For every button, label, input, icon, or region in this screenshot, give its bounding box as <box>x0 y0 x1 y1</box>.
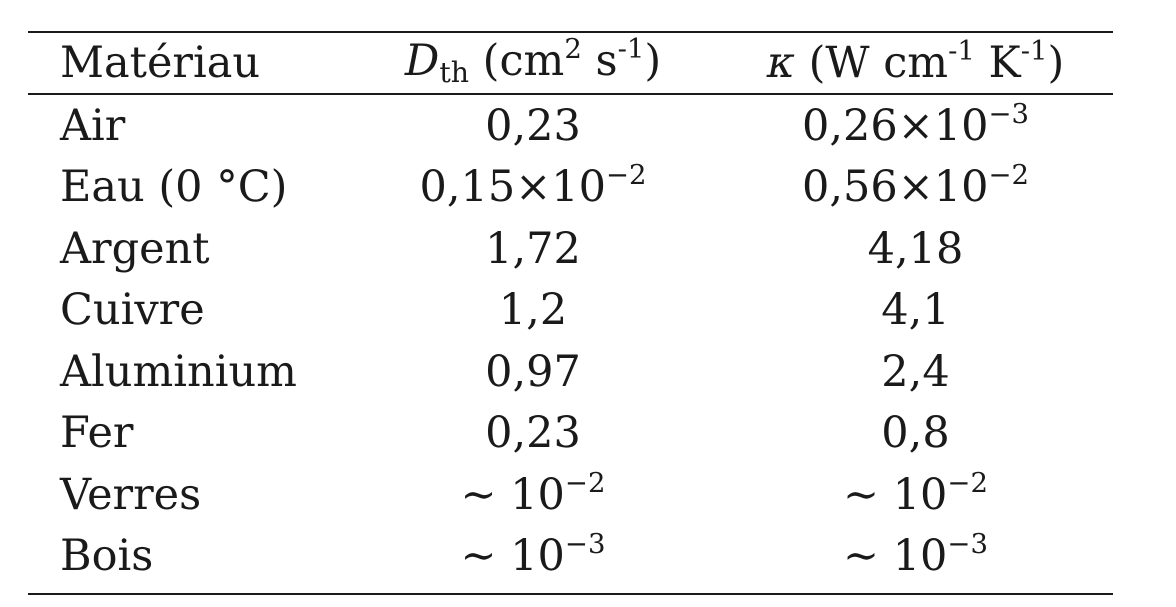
table-row: Eau (0 °C) 0,15×10−2 0,56×10−2 <box>28 157 1113 219</box>
kappa-exponent: −2 <box>947 466 988 499</box>
kappa-cell: ∼ 10−3 <box>718 526 1113 588</box>
kappa-cell: 0,26×10−3 <box>718 95 1113 157</box>
dth-cell: 0,97 <box>348 341 718 403</box>
table-row: Fer 0,23 0,8 <box>28 403 1113 465</box>
header-thermal-conductivity: κ (W cm-1 K-1) <box>718 33 1113 93</box>
kappa-value: 0,26×10 <box>801 100 989 151</box>
kappa-unit-mid: K <box>974 38 1021 88</box>
material-cell: Air <box>60 100 126 151</box>
kappa-cell: 4,1 <box>718 280 1113 342</box>
kappa-cell: 4,18 <box>718 218 1113 280</box>
material-cell: Bois <box>60 531 154 582</box>
dth-value: 0,97 <box>485 346 581 397</box>
kappa-value: 2,4 <box>881 346 950 397</box>
kappa-cell: 0,8 <box>718 403 1113 465</box>
kappa-exponent: −3 <box>988 97 1030 130</box>
material-cell: Eau (0 °C) <box>60 162 288 213</box>
table-row: Cuivre 1,2 4,1 <box>28 280 1113 342</box>
material-cell: Verres <box>60 469 202 520</box>
dth-value: 0,15×10 <box>419 162 606 213</box>
material-cell: Fer <box>60 408 134 459</box>
dth-exponent: −2 <box>605 159 647 192</box>
material-cell: Argent <box>60 223 210 274</box>
material-cell: Aluminium <box>60 346 297 397</box>
dth-cell: 0,15×10−2 <box>348 157 718 219</box>
dth-cell: ∼ 10−3 <box>348 526 718 588</box>
dth-value: 1,2 <box>498 285 568 336</box>
dth-unit-exp1: 2 <box>564 33 582 66</box>
table-row: Verres ∼ 10−2 ∼ 10−2 <box>28 464 1113 526</box>
header-row: Matériau Dth (cm2 s-1) κ (W cm-1 K-1) <box>28 33 1113 93</box>
material-cell: Cuivre <box>60 285 205 336</box>
header-thermal-diffusivity: Dth (cm2 s-1) <box>348 33 718 93</box>
table-row: Air 0,23 0,26×10−3 <box>28 95 1113 157</box>
dth-unit-exp2: -1 <box>617 33 645 66</box>
kappa-unit-open: (W cm <box>808 38 949 88</box>
kappa-value: 4,18 <box>867 223 964 274</box>
kappa-unit-exp1: -1 <box>948 34 975 67</box>
kappa-cell: 0,56×10−2 <box>718 157 1113 219</box>
kappa-unit-exp2: -1 <box>1020 34 1048 67</box>
materials-table: Matériau Dth (cm2 s-1) κ (W cm-1 K-1) Ai… <box>28 31 1113 595</box>
kappa-exponent: −3 <box>947 528 988 561</box>
dth-value: 0,23 <box>485 408 581 459</box>
kappa-value: ∼ 10 <box>843 469 948 520</box>
dth-cell: 1,72 <box>348 218 718 280</box>
top-rule <box>28 31 1113 33</box>
kappa-exponent: −2 <box>988 159 1030 192</box>
dth-unit-close: ) <box>644 36 662 87</box>
table-row: Bois ∼ 10−3 ∼ 10−3 <box>28 526 1113 588</box>
dth-value: 0,23 <box>485 100 581 151</box>
kappa-value: ∼ 10 <box>843 531 948 582</box>
dth-unit-mid: s <box>581 36 618 87</box>
kappa-value: 0,8 <box>881 408 950 459</box>
dth-cell: 0,23 <box>348 403 718 465</box>
table-header: Matériau Dth (cm2 s-1) κ (W cm-1 K-1) <box>28 33 1113 93</box>
dth-value: ∼ 10 <box>460 531 565 582</box>
header-material: Matériau <box>60 38 261 88</box>
table-row: Aluminium 0,97 2,4 <box>28 341 1113 403</box>
dth-exponent: −2 <box>564 466 606 499</box>
kappa-value: 0,56×10 <box>801 162 989 213</box>
kappa-cell: 2,4 <box>718 341 1113 403</box>
dth-cell: ∼ 10−2 <box>348 464 718 526</box>
dth-symbol: D <box>404 36 440 87</box>
table-body: Air 0,23 0,26×10−3 Eau (0 °C) 0,15×10−2 … <box>28 93 1113 587</box>
dth-cell: 1,2 <box>348 280 718 342</box>
kappa-value: 4,1 <box>881 285 950 336</box>
bottom-rule <box>28 593 1113 595</box>
kappa-symbol: κ <box>766 38 795 88</box>
thermal-properties-table: Matériau Dth (cm2 s-1) κ (W cm-1 K-1) Ai… <box>28 33 1113 587</box>
dth-subscript: th <box>439 56 469 90</box>
dth-unit-open: (cm <box>482 36 565 87</box>
dth-value: 1,72 <box>485 223 581 274</box>
table-row: Argent 1,72 4,18 <box>28 218 1113 280</box>
dth-value: ∼ 10 <box>460 469 565 520</box>
kappa-unit-close: ) <box>1047 38 1065 88</box>
kappa-cell: ∼ 10−2 <box>718 464 1113 526</box>
header-rule <box>28 93 1113 95</box>
dth-cell: 0,23 <box>348 95 718 157</box>
dth-exponent: −3 <box>564 528 606 561</box>
